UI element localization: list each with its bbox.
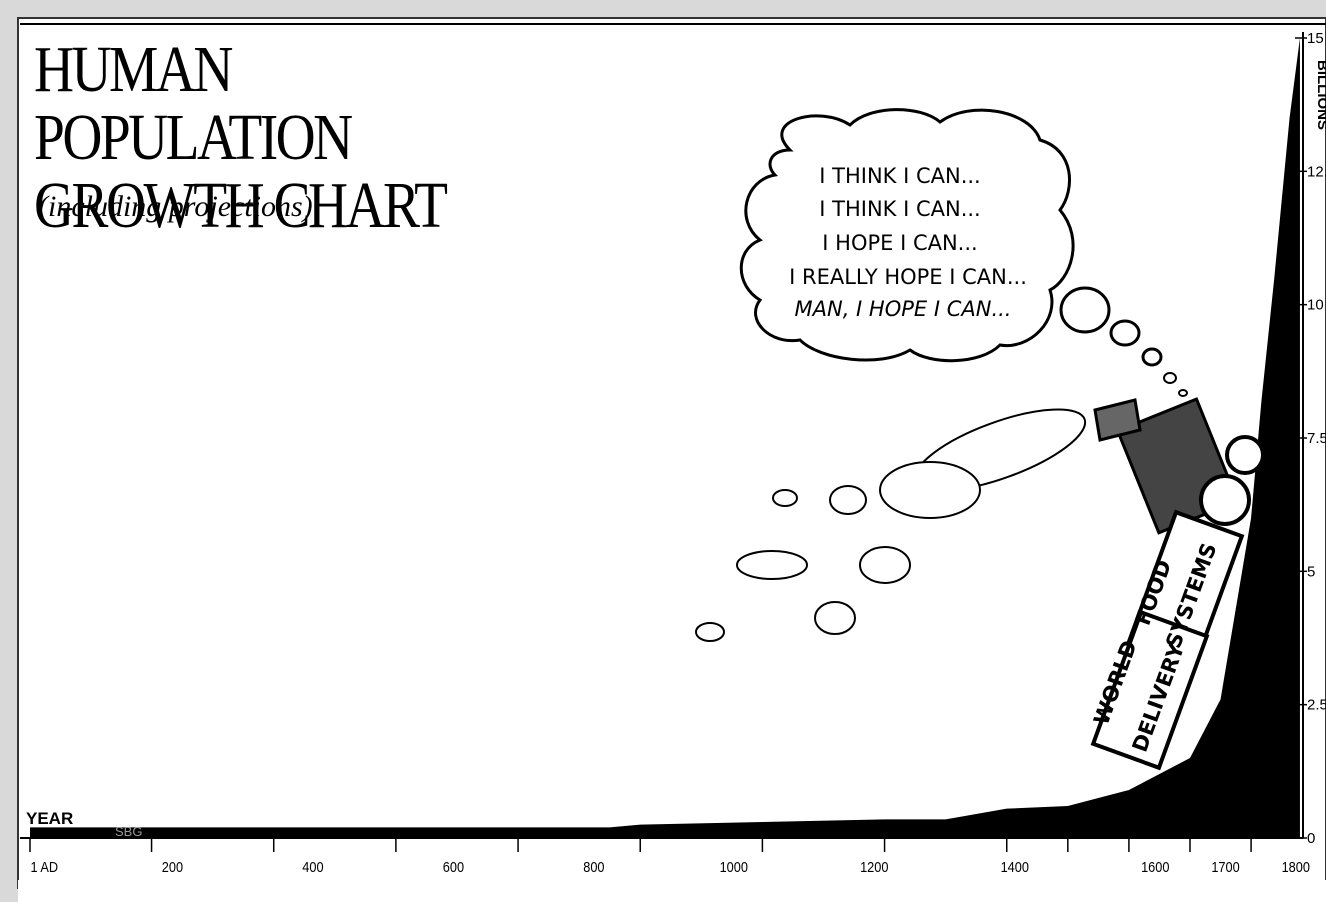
y-tick-label: 10	[1307, 297, 1324, 314]
bubble-puff	[1061, 288, 1109, 332]
y-tick-label: 2.5	[1307, 697, 1326, 714]
thought-text: MAN, I HOPE I CAN...	[795, 297, 1012, 321]
x-tick-label: 1400	[1001, 858, 1030, 875]
y-axis-label: BILLIONS	[1314, 60, 1326, 130]
thought-text: I THINK I CAN...	[819, 164, 980, 188]
x-tick-label: 1 AD	[31, 858, 59, 875]
chart-subtitle: (including projections)	[38, 190, 313, 224]
x-tick-label: 400	[302, 858, 323, 875]
x-tick-label: 1600	[1141, 858, 1170, 875]
bubble-puff	[1164, 373, 1176, 383]
x-tick-label: 1800	[1282, 858, 1311, 875]
bubble-puff	[1111, 321, 1139, 345]
x-axis-label: YEAR	[26, 809, 73, 828]
bottom-strip	[18, 880, 1326, 902]
x-tick-label: 600	[443, 858, 464, 875]
x-tick-label: 1700	[1211, 858, 1240, 875]
y-tick-label: 7.5	[1307, 430, 1326, 447]
bubble-puff	[1179, 390, 1187, 396]
thought-text: I REALLY HOPE I CAN...	[789, 265, 1027, 289]
y-tick-label: 0	[1307, 830, 1315, 847]
page: 1 AD 200 400 600 800 1000 1200 1400 1600 1700 1800…	[0, 0, 1326, 902]
x-tick-label: 200	[162, 858, 183, 875]
y-tick-label: 15	[1307, 30, 1324, 47]
y-tick-label: 5	[1307, 563, 1315, 580]
thought-text: I THINK I CAN...	[819, 197, 980, 221]
x-tick-label: 800	[583, 858, 604, 875]
x-tick-label: 1000	[720, 858, 749, 875]
thought-text: I HOPE I CAN...	[822, 231, 977, 255]
bubble-puff	[1143, 349, 1161, 365]
x-tick-label: 1200	[860, 858, 889, 875]
y-tick-label: 12.5	[1307, 163, 1326, 180]
signature: SBG	[115, 824, 142, 839]
